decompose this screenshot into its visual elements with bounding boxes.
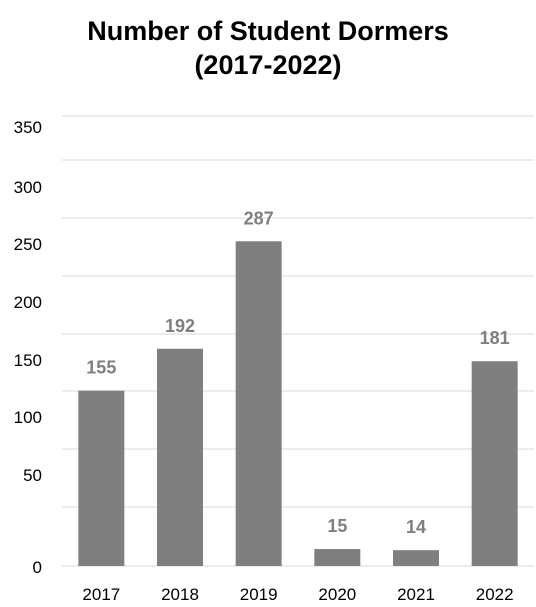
chart-title: Number of Student Dormers (2017-2022)	[0, 14, 536, 82]
data-label: 14	[406, 517, 426, 537]
bar	[393, 550, 439, 566]
y-tick-label: 250	[14, 235, 42, 254]
chart-title-line-2: (2017-2022)	[194, 50, 342, 80]
x-tick-label: 2021	[397, 585, 435, 604]
bar	[78, 390, 125, 566]
bar	[235, 241, 282, 566]
x-tick-label: 2017	[82, 585, 120, 604]
y-tick-label: 100	[14, 408, 42, 427]
chart-title-line-1: Number of Student Dormers	[87, 16, 449, 46]
bar	[157, 348, 203, 566]
data-label: 15	[327, 516, 347, 536]
y-tick-label: 150	[14, 351, 42, 370]
data-label: 155	[86, 358, 116, 378]
y-tick-label: 300	[14, 178, 42, 197]
y-tick-label: 0	[33, 558, 42, 577]
y-tick-label: 200	[14, 293, 42, 312]
y-tick-label: 50	[23, 466, 42, 485]
data-label: 181	[480, 328, 510, 348]
bar	[314, 549, 361, 566]
y-tick-label: 350	[14, 118, 42, 137]
x-tick-label: 2019	[240, 585, 278, 604]
bar	[471, 361, 518, 566]
x-tick-label: 2020	[318, 585, 356, 604]
data-label: 287	[244, 208, 274, 228]
x-tick-label: 2018	[161, 585, 199, 604]
x-tick-label: 2022	[476, 585, 514, 604]
data-label: 192	[165, 316, 195, 336]
